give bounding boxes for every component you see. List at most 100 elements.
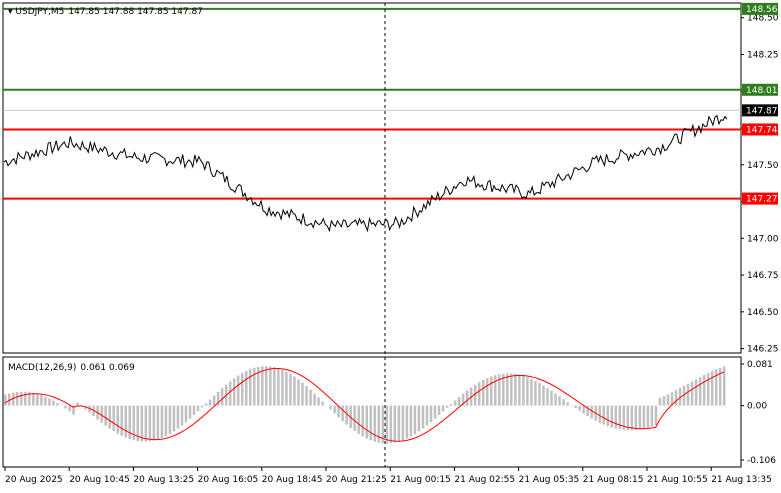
macd-bar [707, 373, 710, 405]
macd-bar [566, 402, 569, 405]
macd-bar [687, 384, 690, 406]
macd-bar [602, 406, 605, 425]
macd-bar [185, 406, 188, 423]
macd-bar [153, 406, 156, 441]
macd-bar [40, 395, 43, 406]
current-price-tag-label: 147.87 [746, 106, 778, 116]
macd-bar [145, 406, 148, 442]
time-tick-label: 21 Aug 02:55 [454, 475, 515, 485]
macd-bar [112, 406, 115, 432]
macd-bar [285, 372, 288, 406]
macd-tick-label: -0.106 [747, 456, 776, 466]
macd-bar [647, 406, 650, 428]
macd-tick-label: 0.00 [747, 402, 767, 412]
macd-bar [48, 399, 51, 406]
macd-bar [578, 406, 581, 411]
price-tick-label: 146.75 [747, 271, 779, 281]
macd-bar [390, 406, 393, 444]
macd-bar [663, 396, 666, 405]
macd-bar [510, 374, 512, 406]
macd-bar [370, 406, 373, 441]
macd-bar [297, 379, 300, 405]
macd-bar [430, 406, 433, 422]
macd-bar [582, 406, 585, 414]
macd-bar [293, 377, 296, 406]
macd-bar [631, 406, 634, 431]
macd-bar [269, 366, 272, 405]
level-tag-label: 147.74 [746, 125, 778, 135]
macd-bar [554, 393, 557, 405]
macd-bar [201, 406, 204, 408]
level-tag-label: 148.01 [746, 86, 778, 96]
macd-bar [157, 406, 160, 440]
level-tag-label: 148.56 [746, 5, 778, 15]
macd-bar [237, 376, 240, 406]
macd-bar [703, 375, 706, 405]
macd-bar [245, 371, 248, 406]
macd-bar [213, 396, 216, 406]
macd-bar [442, 406, 445, 412]
macd-bar [289, 374, 292, 406]
macd-bar [699, 377, 702, 405]
time-tick-label: 21 Aug 13:35 [711, 475, 772, 485]
collapse-icon[interactable]: ▾ [8, 7, 15, 17]
macd-bar [410, 406, 413, 437]
macd-bar [305, 386, 308, 405]
time-tick-label: 20 Aug 18:45 [262, 475, 323, 485]
macd-bar [205, 403, 208, 405]
macd-bar [394, 406, 397, 443]
macd-bar [550, 391, 553, 406]
ohlc-values: 147.85 147.88 147.85 147.87 [68, 7, 203, 17]
price-tick-label: 147.00 [747, 234, 779, 244]
macd-bar [598, 406, 601, 423]
macd-bar [542, 385, 545, 405]
macd-bar [329, 406, 332, 410]
macd-bar [438, 406, 441, 415]
macd-bar [149, 406, 152, 442]
macd-bar [538, 383, 541, 406]
time-tick-label: 20 Aug 21:25 [326, 475, 387, 485]
macd-bar [414, 406, 417, 435]
macd-bar [173, 406, 176, 432]
macd-bar [309, 390, 312, 406]
macd-bar [181, 406, 184, 426]
macd-bar [490, 376, 493, 405]
macd-bar [161, 406, 164, 438]
macd-bar [695, 379, 698, 405]
macd-bar [317, 397, 320, 405]
price-axis: 148.50148.25147.50147.25147.00146.75146.… [741, 14, 779, 355]
macd-bar [4, 395, 7, 406]
macd-bar [120, 406, 123, 436]
macd-bar [635, 406, 638, 430]
macd-bar [233, 378, 236, 405]
macd-bar [675, 390, 678, 405]
price-tick-label: 147.50 [747, 161, 779, 171]
macd-bar [562, 399, 565, 405]
time-tick-label: 20 Aug 10:45 [69, 475, 130, 485]
macd-bar [434, 406, 437, 419]
macd-bar [402, 406, 405, 441]
macd-bar [265, 366, 268, 405]
macd-bar [333, 406, 336, 414]
macd-bar [546, 388, 549, 406]
macd-bar [249, 369, 252, 405]
macd-bar [426, 406, 429, 426]
macd-bar [655, 406, 658, 426]
macd-bar [277, 368, 280, 405]
macd-bar [406, 406, 409, 439]
macd-bar [125, 406, 128, 438]
price-tick-label: 146.50 [747, 308, 779, 318]
macd-bar [36, 394, 39, 406]
time-tick-label: 21 Aug 00:15 [390, 475, 451, 485]
macd-bar [361, 406, 364, 437]
macd-bar [611, 406, 614, 428]
macd-bar [418, 406, 421, 432]
macd-bar [450, 404, 453, 405]
macd-bar [20, 392, 23, 406]
time-tick-label: 20 Aug 13:25 [133, 475, 194, 485]
macd-bar [526, 377, 529, 405]
